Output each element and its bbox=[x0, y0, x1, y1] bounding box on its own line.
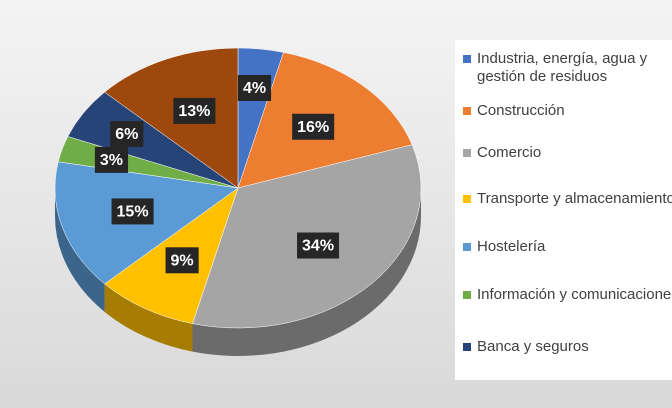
slice bbox=[104, 47, 239, 189]
legend-entry: Comercio bbox=[463, 144, 672, 162]
legend-entry: Banca y seguros bbox=[463, 338, 672, 356]
legend-label: Transporte y almacenamiento bbox=[477, 190, 672, 207]
slice-side bbox=[104, 283, 193, 352]
legend-label: Información y comunicaciones bbox=[477, 286, 672, 303]
legend-entry: Construcción bbox=[463, 102, 672, 120]
data-label-text: 9% bbox=[171, 253, 194, 270]
data-label-text: 34% bbox=[302, 238, 334, 255]
legend-entry: Hostelería bbox=[463, 238, 672, 256]
data-label: 16% bbox=[292, 113, 335, 140]
legend-swatch bbox=[463, 107, 471, 115]
data-label-text: 4% bbox=[243, 80, 266, 97]
legend-swatch bbox=[463, 55, 471, 63]
data-label-box bbox=[94, 146, 129, 173]
legend-swatch bbox=[463, 243, 471, 251]
legend-label: Hostelería bbox=[477, 238, 546, 255]
legend-label: Comercio bbox=[477, 144, 542, 161]
data-label-box bbox=[292, 113, 335, 140]
data-label: 9% bbox=[165, 247, 199, 274]
data-label: 4% bbox=[237, 74, 272, 101]
data-label: 13% bbox=[173, 97, 216, 124]
legend-swatch bbox=[463, 291, 471, 299]
data-label: 34% bbox=[297, 232, 340, 259]
data-label-text: 15% bbox=[117, 204, 149, 221]
legend-swatch bbox=[463, 149, 471, 157]
legend-entry: Transporte y almacenamiento bbox=[463, 190, 672, 208]
legend-label: Construcción bbox=[477, 102, 565, 119]
data-label-box bbox=[173, 97, 216, 124]
data-label-box bbox=[237, 74, 272, 101]
legend: Industria, energía, agua y gestión de re… bbox=[455, 40, 672, 380]
data-label-box bbox=[111, 198, 154, 225]
slice-side bbox=[192, 188, 421, 357]
data-label-box bbox=[110, 120, 144, 147]
data-label: 15% bbox=[111, 198, 154, 225]
data-label-text: 16% bbox=[297, 119, 329, 136]
legend-entry: Industria, energía, agua y gestión de re… bbox=[463, 50, 672, 86]
legend-entry: Información y comunicaciones bbox=[463, 286, 672, 304]
data-label: 6% bbox=[110, 120, 144, 147]
legend-label: Banca y seguros bbox=[477, 338, 589, 355]
slice-side bbox=[54, 188, 105, 312]
data-label-text: 3% bbox=[100, 152, 123, 169]
data-label-text: 13% bbox=[178, 103, 210, 120]
legend-label: Industria, energía, agua y gestión de re… bbox=[477, 50, 648, 85]
data-label-text: 6% bbox=[115, 126, 138, 143]
data-label-box bbox=[297, 232, 340, 259]
data-label: 3% bbox=[94, 146, 129, 173]
legend-swatch bbox=[463, 195, 471, 203]
legend-swatch bbox=[463, 343, 471, 351]
data-label-box bbox=[165, 247, 199, 274]
